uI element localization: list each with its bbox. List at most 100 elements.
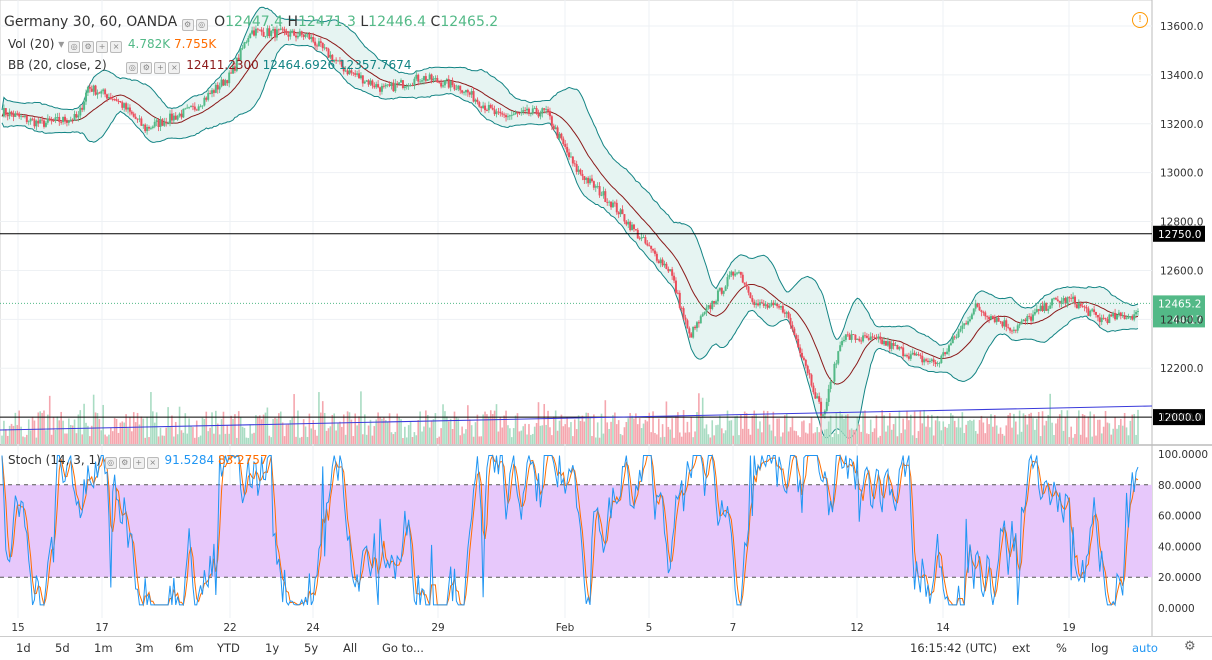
candle xyxy=(705,304,708,317)
volume-bar xyxy=(524,423,526,444)
candle-body xyxy=(268,28,271,37)
range-6m-button[interactable]: 6m xyxy=(175,641,194,655)
volume-bar xyxy=(169,426,171,444)
close-icon[interactable]: × xyxy=(168,62,181,74)
plus-icon[interactable]: + xyxy=(132,457,145,469)
volume-bar xyxy=(505,410,507,444)
range-ytd-button[interactable]: YTD xyxy=(217,641,240,655)
plus-icon[interactable]: + xyxy=(96,41,109,53)
candle-body xyxy=(421,80,424,82)
ext-toggle[interactable]: ext xyxy=(1012,641,1031,655)
candle xyxy=(176,114,179,121)
candle-body xyxy=(911,352,914,355)
candle xyxy=(764,300,767,310)
candle xyxy=(237,54,240,61)
candle-body xyxy=(493,109,496,115)
goto-button[interactable]: Go to... xyxy=(382,641,424,655)
candle xyxy=(461,89,464,95)
range-5d-button[interactable]: 5d xyxy=(55,641,70,655)
candle-body xyxy=(356,73,359,75)
volume-bar xyxy=(566,417,568,444)
candle-body xyxy=(319,41,322,43)
settings-icon[interactable]: ⚙ xyxy=(181,19,194,31)
percent-toggle[interactable]: % xyxy=(1056,641,1067,655)
range-1m-button[interactable]: 1m xyxy=(94,641,113,655)
candle-body xyxy=(653,250,656,254)
chevron-down-icon[interactable]: ▾ xyxy=(58,37,65,51)
candle xyxy=(151,125,154,130)
volume-bar xyxy=(360,391,362,444)
volume-bar xyxy=(476,414,479,444)
candle-body xyxy=(718,287,721,291)
volume-bar xyxy=(348,412,351,444)
candle-body xyxy=(831,381,834,383)
plus-icon[interactable]: + xyxy=(154,62,167,74)
volume-bar xyxy=(5,429,7,444)
stoch-d-line xyxy=(1,453,1139,607)
candle xyxy=(806,364,809,376)
range-1y-button[interactable]: 1y xyxy=(265,641,280,655)
volume-bar xyxy=(383,417,385,444)
volume-bar xyxy=(537,402,540,444)
candle-body xyxy=(363,81,366,84)
candle-body xyxy=(1060,300,1063,304)
candle xyxy=(967,316,970,326)
volume-bar xyxy=(365,434,368,444)
volume-bar xyxy=(1102,426,1105,444)
eye-icon[interactable]: ◎ xyxy=(126,62,139,74)
candle-body xyxy=(140,118,143,126)
hide-icon[interactable]: ◎ xyxy=(195,19,208,31)
candle xyxy=(107,93,110,99)
gear-icon[interactable]: ⚙ xyxy=(82,41,95,53)
volume-bar xyxy=(270,437,273,444)
close-icon[interactable]: × xyxy=(110,41,123,53)
candle-body xyxy=(961,325,964,329)
volume-bar xyxy=(1131,414,1134,444)
log-toggle[interactable]: log xyxy=(1091,641,1109,655)
volume-bar xyxy=(331,415,334,444)
candle xyxy=(671,266,674,280)
volume-bar xyxy=(337,422,339,444)
candle xyxy=(214,82,217,94)
gear-icon[interactable]: ⚙ xyxy=(118,457,131,469)
volume-bar xyxy=(671,418,673,444)
candle-body xyxy=(936,363,939,365)
close-icon[interactable]: × xyxy=(146,457,159,469)
candle xyxy=(604,188,607,203)
candle-body xyxy=(447,79,450,88)
gear-icon[interactable]: ⚙ xyxy=(1184,639,1196,654)
gear-icon[interactable]: ⚙ xyxy=(140,62,153,74)
volume-bar xyxy=(780,436,782,444)
candle xyxy=(421,77,424,85)
range-1d-button[interactable]: 1d xyxy=(16,641,31,655)
alert-icon[interactable]: ! xyxy=(1132,12,1148,28)
candle xyxy=(354,70,357,78)
eye-icon[interactable]: ◎ xyxy=(104,457,117,469)
range-all-button[interactable]: All xyxy=(343,641,358,655)
candle-body xyxy=(1033,312,1036,315)
candle-body xyxy=(932,359,935,363)
volume-bar xyxy=(195,420,198,444)
candle-body xyxy=(107,96,110,99)
volume-bar xyxy=(484,411,486,444)
candle xyxy=(808,369,811,379)
range-3m-button[interactable]: 3m xyxy=(135,641,154,655)
candle-body xyxy=(905,355,908,357)
candle-body xyxy=(680,307,683,309)
candle xyxy=(678,290,681,310)
range-5y-button[interactable]: 5y xyxy=(304,641,319,655)
candle-body xyxy=(1031,314,1034,321)
candle xyxy=(1014,329,1017,334)
candle-body xyxy=(188,106,191,108)
candle xyxy=(1064,296,1067,308)
volume-bar xyxy=(186,433,188,444)
candle xyxy=(673,272,676,284)
auto-toggle[interactable]: auto xyxy=(1132,641,1158,655)
eye-icon[interactable]: ◎ xyxy=(68,41,81,53)
candle xyxy=(111,95,114,102)
candle-body xyxy=(757,303,760,306)
candle xyxy=(942,348,945,358)
candle xyxy=(812,382,815,395)
